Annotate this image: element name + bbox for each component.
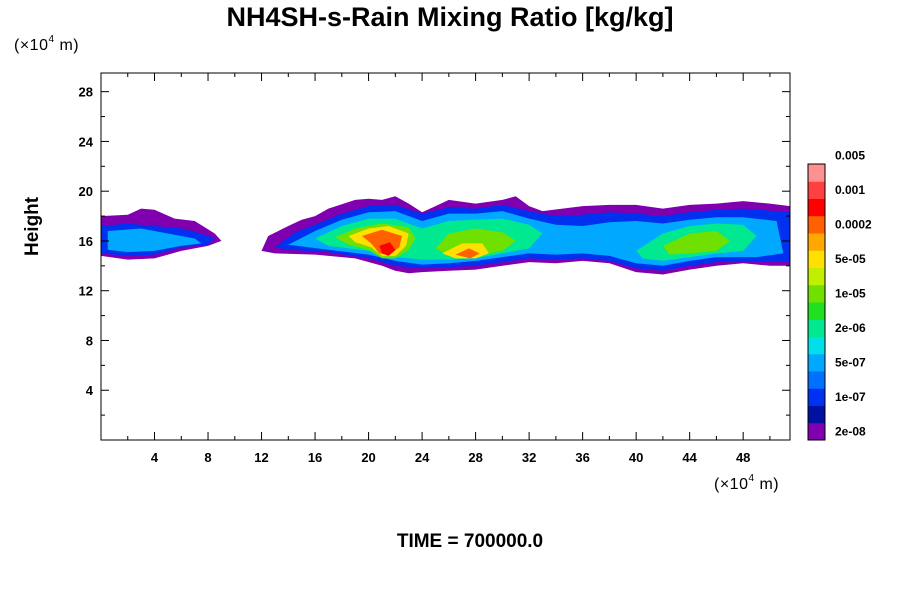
contour-region-level-8-2 — [662, 231, 730, 255]
colorbar-swatch — [808, 233, 825, 251]
colorbar-label: 5e-05 — [835, 252, 866, 266]
colorbar-swatch — [808, 215, 825, 234]
plot-frame — [100, 72, 791, 441]
colorbar-frame — [807, 163, 826, 441]
time-label: TIME = 700000.0 — [396, 531, 544, 552]
y-tick-label: 28 — [79, 85, 93, 100]
x-tick-label: 28 — [468, 450, 482, 465]
y-tick-label: 16 — [79, 234, 93, 249]
colorbar-swatch — [808, 250, 825, 268]
x-tick-label: 32 — [522, 450, 536, 465]
colorbar: 2e-08 1e-07 5e-07 2e-06 1e-05 5e-05 0.0002 0.00… — [807, 148, 872, 441]
y-tick-label: 4 — [86, 383, 94, 398]
x-tick-label: 12 — [254, 450, 268, 465]
x-tick-label: 48 — [736, 450, 750, 465]
x-unit-exponent: 4 — [748, 473, 755, 484]
y-axis-unit: (×104 m) — [14, 34, 79, 55]
x-unit-prefix: (×10 — [714, 476, 749, 493]
chart-title: NH4SH-s-Rain Mixing Ratio [kg/kg] — [226, 2, 674, 32]
y-unit-suffix: m) — [54, 37, 80, 54]
colorbar-swatch — [808, 371, 825, 389]
colorbar-label: 1e-05 — [835, 286, 866, 300]
colorbar-swatch — [808, 422, 825, 441]
colorbar-label: 2e-06 — [835, 321, 866, 335]
y-tick-label: 20 — [79, 184, 93, 199]
colorbar-swatch — [808, 181, 825, 199]
x-tick-label: 36 — [575, 450, 589, 465]
colorbar-label: 2e-08 — [835, 424, 866, 438]
colorbar-swatch — [808, 164, 825, 182]
y-tick-label: 8 — [86, 333, 93, 348]
colorbar-label: 5e-07 — [835, 355, 866, 369]
x-axis-unit: (×104 m) — [714, 473, 779, 494]
contour-region-level-12-1 — [455, 248, 480, 259]
colorbar-label: 0.0002 — [835, 217, 872, 231]
x-tick-label: 16 — [308, 450, 322, 465]
colorbar-swatch — [808, 405, 825, 424]
x-tick-label: 44 — [682, 450, 697, 465]
y-unit-prefix: (×10 — [14, 37, 49, 54]
colorbar-label: 0.001 — [835, 183, 865, 197]
y-unit-exponent: 4 — [48, 34, 55, 45]
x-unit-suffix: m) — [754, 476, 780, 493]
colorbar-swatch — [808, 267, 825, 286]
contour-region-level-4-0 — [107, 228, 202, 253]
colorbar-swatch — [808, 302, 825, 320]
colorbar-label: 1e-07 — [835, 390, 866, 404]
colorbar-swatch — [808, 319, 825, 337]
colorbar-swatch — [808, 198, 825, 217]
colorbar-swatch — [808, 353, 825, 372]
field-layer — [101, 196, 790, 275]
x-tick-label: 20 — [361, 450, 375, 465]
colorbar-swatch — [808, 284, 825, 303]
colorbar-label: 0.005 — [835, 148, 865, 162]
contour-region-level-13-0 — [379, 242, 396, 256]
x-tick-label: 40 — [629, 450, 643, 465]
x-tick-label: 4 — [151, 450, 159, 465]
y-tick-label: 24 — [79, 134, 94, 149]
colorbar-swatch — [808, 388, 825, 406]
colorbar-swatch — [808, 336, 825, 355]
x-tick-label: 24 — [415, 450, 430, 465]
y-tick-label: 12 — [79, 284, 93, 299]
x-tick-label: 8 — [204, 450, 211, 465]
